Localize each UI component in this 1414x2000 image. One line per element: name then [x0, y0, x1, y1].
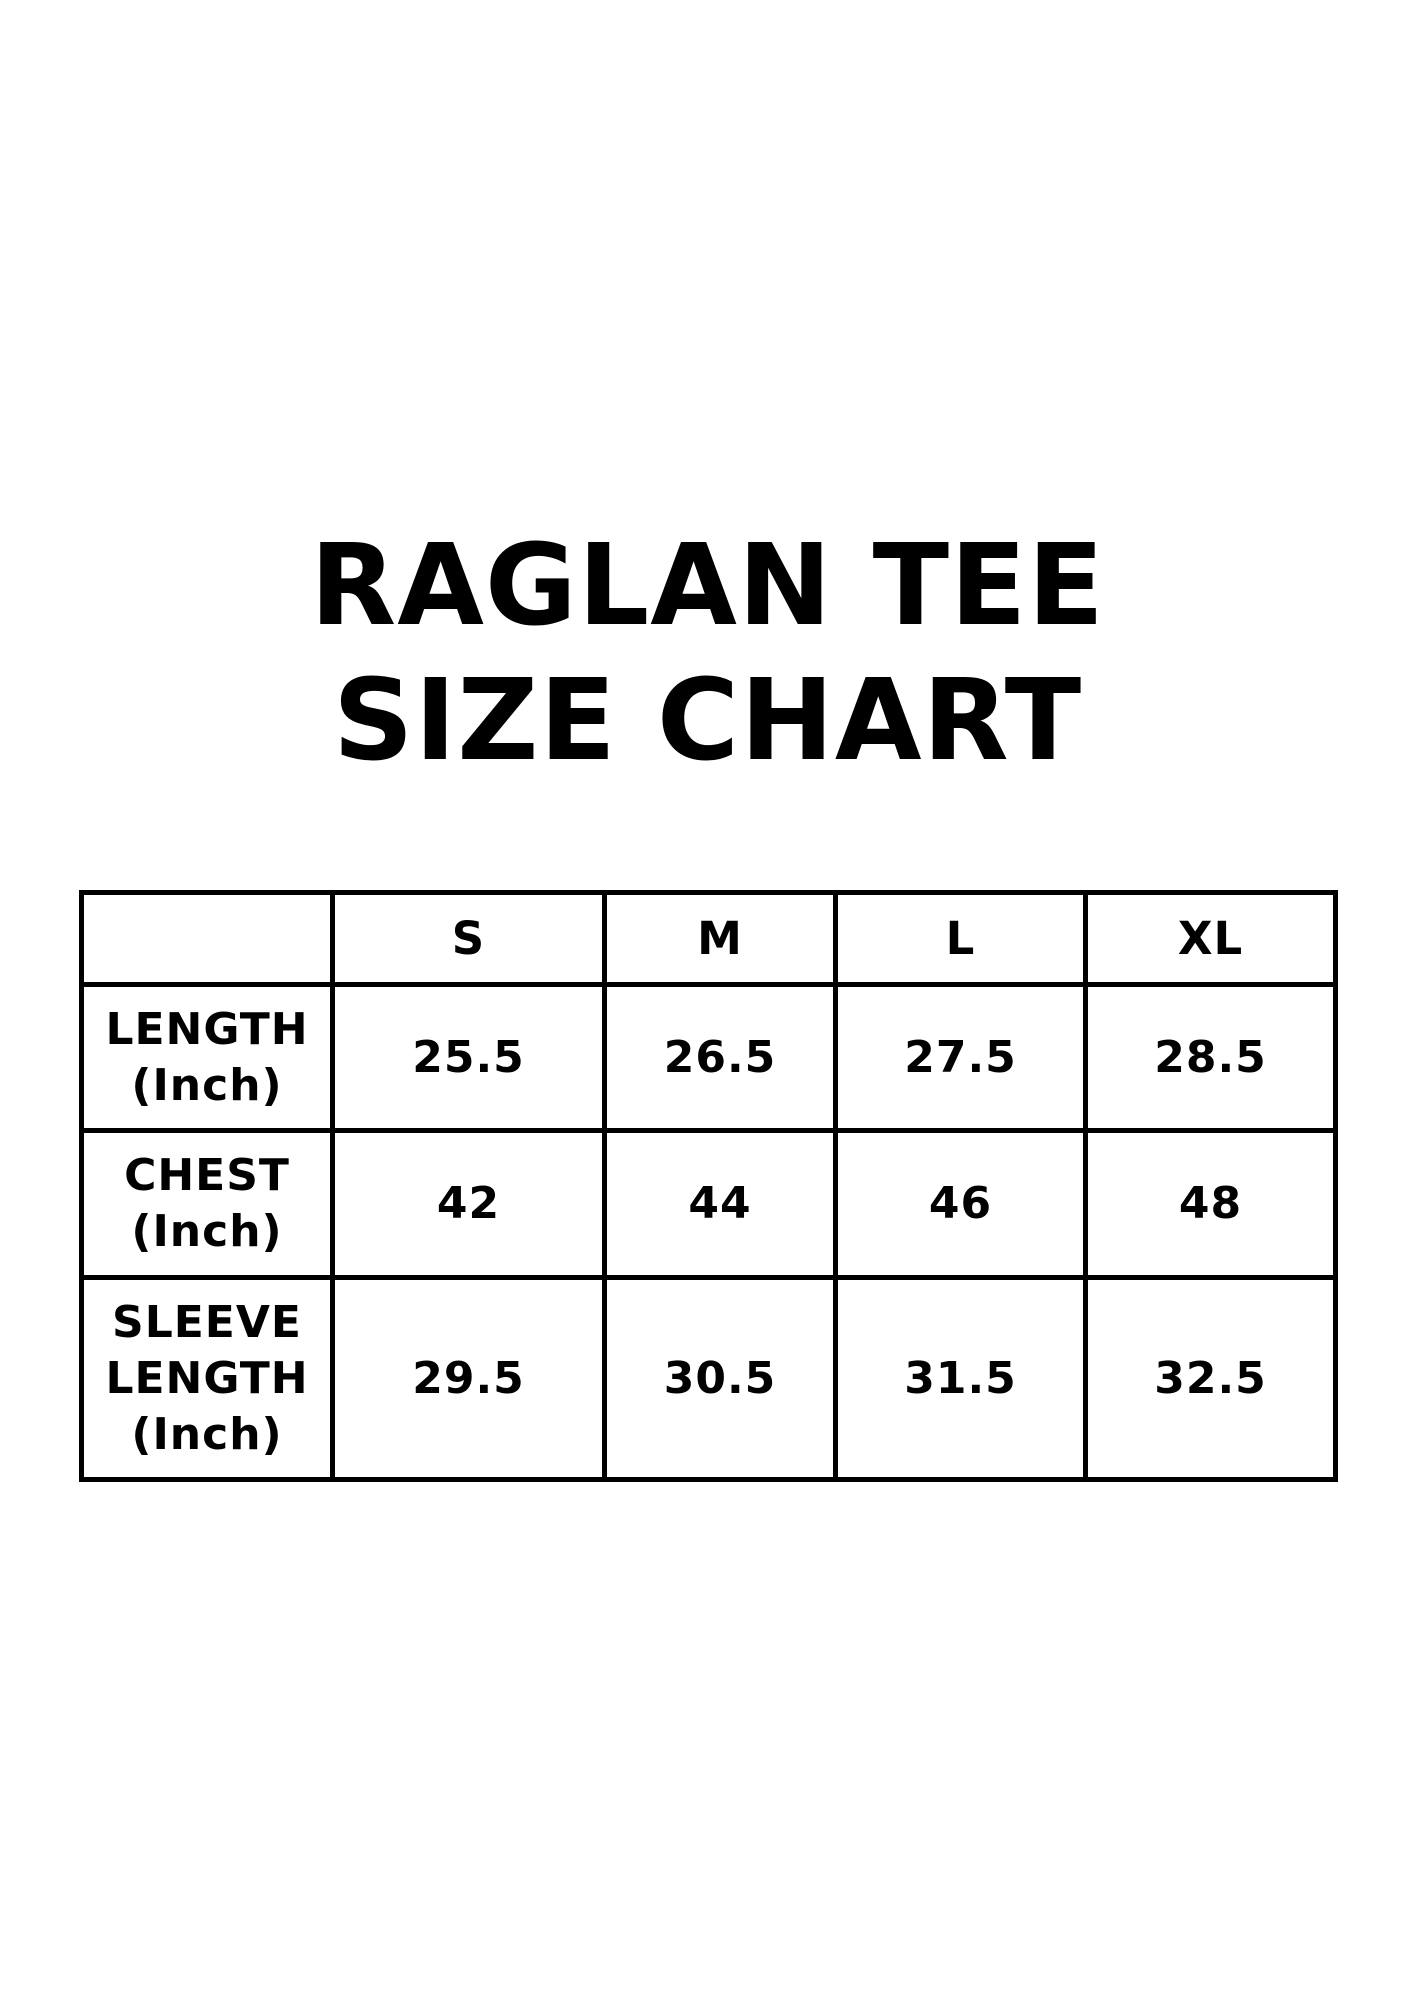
header-cell-xl: XL	[1083, 890, 1338, 987]
sleeve-length-value-m: 30.5	[602, 1275, 838, 1482]
size-chart-table: S M L XL LENGTH (Inch) 25.5 26.5 27.5 28…	[79, 890, 1338, 1482]
chest-value-m: 44	[602, 1128, 838, 1280]
length-value-m: 26.5	[602, 982, 838, 1133]
row-label-chest: CHEST (Inch)	[79, 1128, 335, 1280]
chest-value-xl: 48	[1083, 1128, 1338, 1280]
header-cell-s: S	[330, 890, 607, 987]
title-line-1: RAGLAN TEE	[309, 521, 1106, 651]
row-label-length: LENGTH (Inch)	[79, 982, 335, 1133]
table-header-row: S M L XL	[79, 890, 1338, 987]
chest-value-s: 42	[330, 1128, 607, 1280]
table-row-sleeve-length: SLEEVE LENGTH (Inch) 29.5 30.5 31.5 32.5	[79, 1275, 1338, 1482]
chest-value-l: 46	[833, 1128, 1088, 1280]
length-value-xl: 28.5	[1083, 982, 1338, 1133]
table-row-length: LENGTH (Inch) 25.5 26.5 27.5 28.5	[79, 982, 1338, 1133]
header-cell-l: L	[833, 890, 1088, 987]
header-cell-m: M	[602, 890, 838, 987]
row-label-sleeve-length: SLEEVE LENGTH (Inch)	[79, 1275, 335, 1482]
sleeve-length-value-s: 29.5	[330, 1275, 607, 1482]
sleeve-length-value-xl: 32.5	[1083, 1275, 1338, 1482]
header-cell-empty	[79, 890, 335, 987]
length-value-l: 27.5	[833, 982, 1088, 1133]
table-row-chest: CHEST (Inch) 42 44 46 48	[79, 1128, 1338, 1280]
length-value-s: 25.5	[330, 982, 607, 1133]
sleeve-length-value-l: 31.5	[833, 1275, 1088, 1482]
page-title: RAGLAN TEE SIZE CHART	[79, 519, 1336, 789]
title-line-2: SIZE CHART	[332, 656, 1083, 786]
